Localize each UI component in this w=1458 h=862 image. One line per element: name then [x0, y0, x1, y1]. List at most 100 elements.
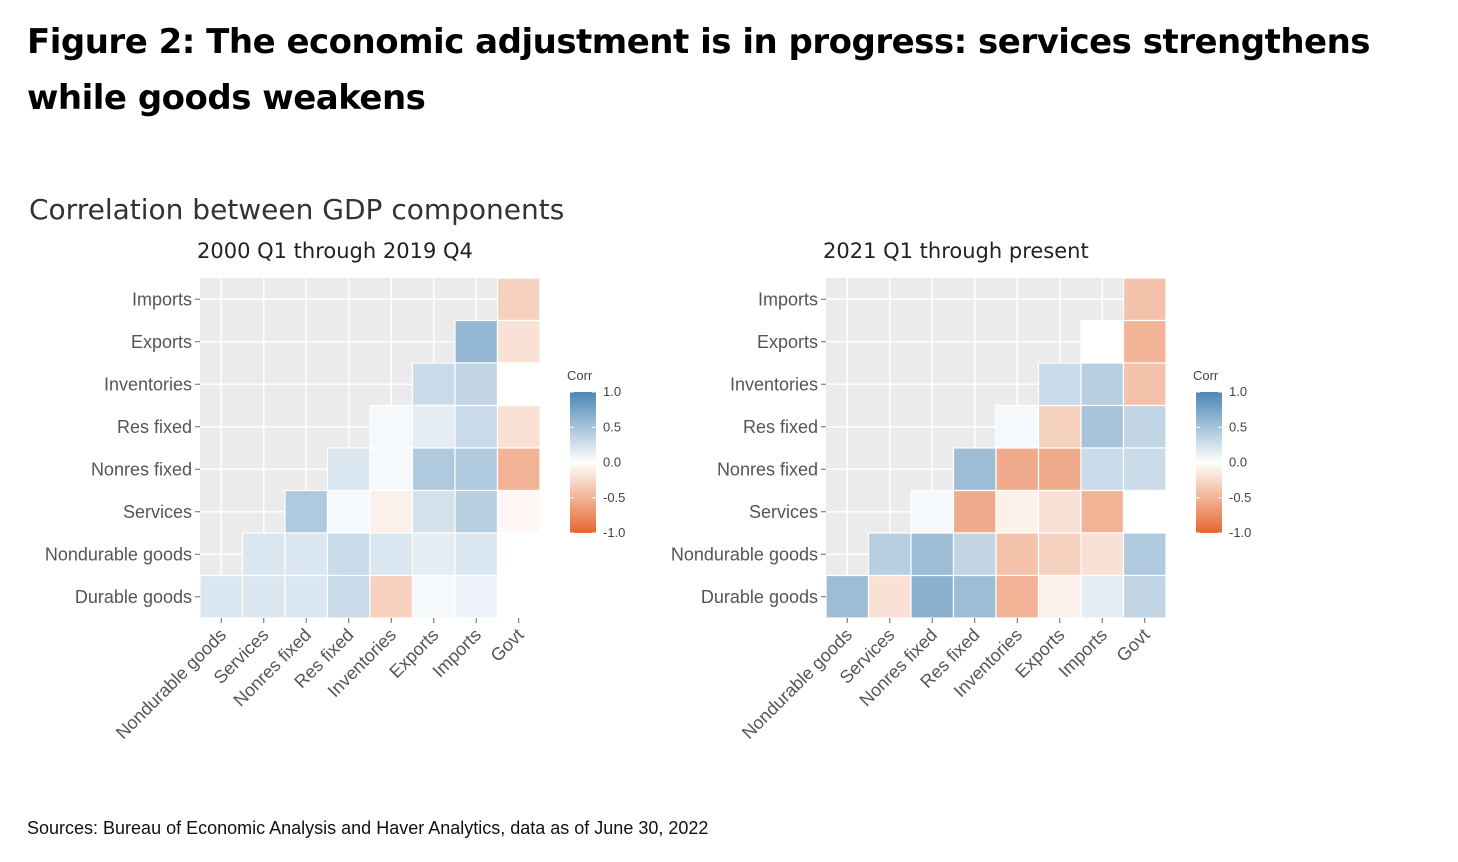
heatmap-cell — [952, 574, 997, 619]
heatmap-cell — [1122, 532, 1167, 577]
heatmap-cell — [411, 532, 456, 577]
y-tick-label: Nondurable goods — [671, 544, 818, 564]
heatmap-cell — [995, 404, 1040, 449]
heatmap-cell — [326, 574, 371, 619]
heatmap-cell — [1037, 532, 1082, 577]
panel-title: 2021 Q1 through present — [823, 239, 1089, 263]
heatmap-cell — [1122, 574, 1167, 619]
legend-tick-label: 0.5 — [1229, 419, 1247, 434]
heatmap-cell — [910, 532, 955, 577]
heatmap-cell — [952, 532, 997, 577]
heatmap-cell — [496, 362, 541, 407]
heatmap-cell — [1080, 404, 1125, 449]
heatmap-cell — [369, 404, 414, 449]
x-tick-label: Nondurable goods — [112, 625, 230, 743]
heatmap-cell — [326, 447, 371, 492]
heatmap-cell — [995, 447, 1040, 492]
heatmap-cell — [952, 447, 997, 492]
heatmap-cell — [1080, 532, 1125, 577]
x-tick-label: Govt — [1113, 625, 1154, 666]
heatmap-cell — [496, 532, 541, 577]
y-tick-label: Durable goods — [75, 587, 192, 607]
heatmap-cell — [326, 489, 371, 534]
legend-title: Corr — [567, 368, 593, 383]
heatmap-cell — [454, 574, 499, 619]
y-tick-label: Nonres fixed — [717, 459, 818, 479]
heatmap-cell — [995, 532, 1040, 577]
heatmap-cell — [1122, 277, 1167, 322]
heatmap-cell — [1080, 319, 1125, 364]
heatmap-cell — [1080, 447, 1125, 492]
heatmap-cell — [1122, 404, 1167, 449]
heatmap-cell — [326, 532, 371, 577]
heatmap-cell — [369, 489, 414, 534]
heatmap-cell — [1037, 404, 1082, 449]
y-tick-label: Exports — [757, 332, 818, 352]
heatmap-cell — [411, 489, 456, 534]
heatmap-cell — [1080, 489, 1125, 534]
heatmap-cell — [1037, 447, 1082, 492]
heatmap-cell — [910, 489, 955, 534]
legend-tick-label: -0.5 — [1229, 490, 1251, 505]
legend-tick-label: 0.0 — [603, 455, 621, 470]
heatmap-cell — [1122, 489, 1167, 534]
y-tick-label: Durable goods — [701, 587, 818, 607]
heatmap-cell — [454, 532, 499, 577]
legend-tick-label: 0.0 — [1229, 455, 1247, 470]
heatmap-cell — [1080, 362, 1125, 407]
y-tick-label: Nondurable goods — [45, 544, 192, 564]
x-tick-label: Imports — [428, 625, 485, 682]
sources-note: Sources: Bureau of Economic Analysis and… — [27, 818, 709, 838]
heatmap-cell — [454, 362, 499, 407]
heatmap-cell — [995, 574, 1040, 619]
heatmap-cell — [284, 574, 329, 619]
heatmap-cell — [454, 319, 499, 364]
legend-tick-label: -1.0 — [1229, 525, 1251, 540]
heatmap-cell — [411, 404, 456, 449]
panel-title: 2000 Q1 through 2019 Q4 — [197, 239, 473, 263]
legend-colorbar — [570, 392, 596, 533]
legend-tick-label: -1.0 — [603, 525, 625, 540]
y-tick-label: Inventories — [730, 374, 818, 394]
heatmap-cell — [867, 574, 912, 619]
heatmap-cell — [454, 489, 499, 534]
heatmap-cell — [241, 574, 286, 619]
heatmap-cell — [284, 489, 329, 534]
heatmap-cell — [496, 574, 541, 619]
heatmap-cell — [1122, 362, 1167, 407]
legend-tick-label: 1.0 — [603, 384, 621, 399]
heatmap-cell — [241, 532, 286, 577]
heatmap-cell — [411, 362, 456, 407]
legend-tick-label: 1.0 — [1229, 384, 1247, 399]
heatmap-cell — [1037, 362, 1082, 407]
heatmap-cell — [867, 532, 912, 577]
heatmap-cell — [496, 447, 541, 492]
x-tick-label: Nondurable goods — [738, 625, 856, 743]
heatmap-cell — [496, 489, 541, 534]
heatmap-cell — [1080, 574, 1125, 619]
figure-title: Figure 2: The economic adjustment is in … — [27, 22, 1371, 118]
legend-tick-label: -0.5 — [603, 490, 625, 505]
y-tick-label: Inventories — [104, 374, 192, 394]
y-tick-label: Nonres fixed — [91, 459, 192, 479]
heatmap-cell — [1122, 319, 1167, 364]
heatmap-cell — [952, 489, 997, 534]
y-tick-label: Imports — [758, 289, 818, 309]
heatmap-cell — [454, 404, 499, 449]
legend-tick-label: 0.5 — [603, 419, 621, 434]
heatmap-cell — [995, 489, 1040, 534]
heatmap-cell — [1122, 447, 1167, 492]
heatmap-cell — [1037, 489, 1082, 534]
heatmap-cell — [496, 277, 541, 322]
heatmap-cell — [825, 574, 870, 619]
y-tick-label: Services — [123, 502, 192, 522]
legend-title: Corr — [1193, 368, 1219, 383]
heatmap-cell — [496, 404, 541, 449]
y-tick-label: Exports — [131, 332, 192, 352]
y-tick-label: Res fixed — [743, 417, 818, 437]
heatmap-cell — [411, 574, 456, 619]
heatmap-cell — [411, 447, 456, 492]
heatmap-cell — [454, 447, 499, 492]
y-tick-label: Imports — [132, 289, 192, 309]
